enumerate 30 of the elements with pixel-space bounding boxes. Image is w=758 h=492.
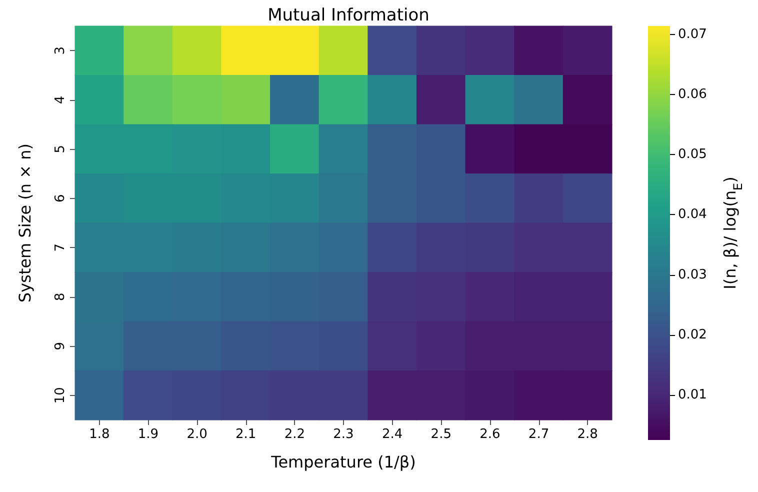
x-tick-label: 2.6 [480,427,500,442]
y-tick-label: 3 [53,46,68,55]
x-tick-label: 2.1 [236,427,256,442]
color-bar-label: 0.07 [678,26,707,42]
color-bar-label: 0.01 [678,387,707,402]
color-bar-label: 0.05 [678,147,707,162]
y-axis-title: System Size (n × n) [16,143,34,303]
y-tick-label: 9 [53,342,68,350]
color-bar-title: I(n, β)/ log(nE) [720,176,745,290]
color-bar-label: 0.04 [678,207,707,222]
x-tick-label: 2.2 [284,427,306,442]
x-tick-label: 2.8 [577,427,598,442]
y-tick-label: 5 [53,144,68,154]
y-tick-label: 8 [53,292,68,302]
chart-title: Mutual Information [268,6,430,26]
x-tick-label: 1.8 [89,427,110,442]
color-bar-label: 0.03 [678,267,707,282]
x-tick-label: 2.3 [333,427,354,442]
y-tick-label: 6 [53,194,68,203]
color-bar-label: 0.06 [678,87,707,102]
x-tick-label: 1.9 [138,427,159,442]
x-axis-title: Temperature (1/β) [270,452,416,472]
y-tick-label: 10 [53,387,68,404]
x-tick-label: 2.4 [382,427,403,442]
x-tick-label: 2.0 [186,427,208,442]
color-bar-label: 0.02 [678,327,707,342]
y-tick-label: 7 [53,243,68,252]
x-tick-label: 2.5 [430,427,452,442]
x-tick-label: 2.7 [528,427,550,442]
y-tick-label: 4 [53,96,68,104]
